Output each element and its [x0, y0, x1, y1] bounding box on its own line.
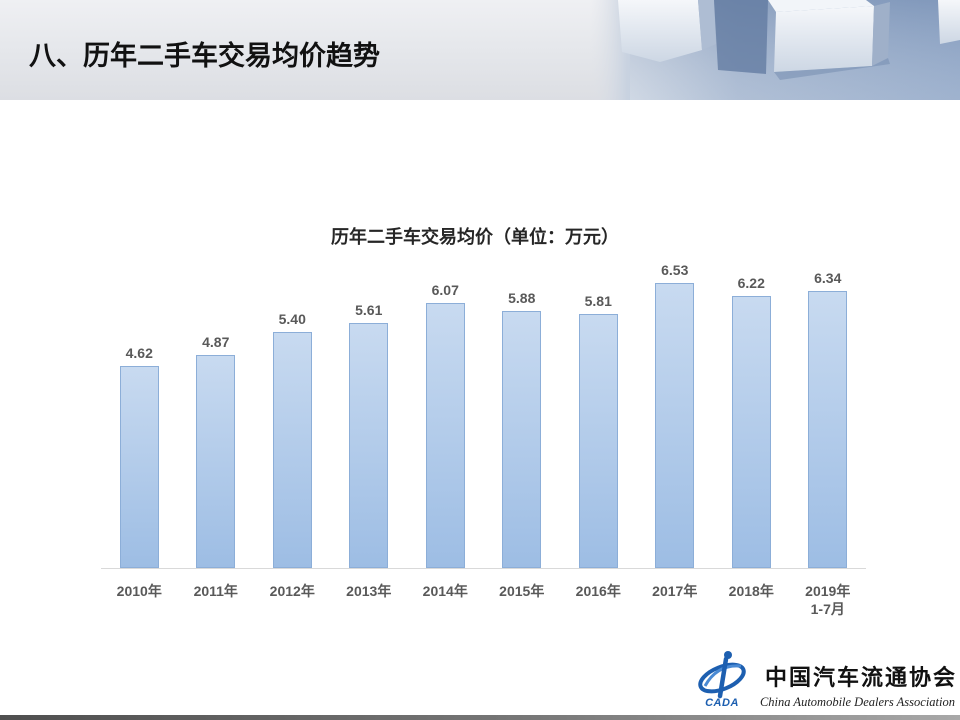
- emblem-swoosh: [703, 664, 742, 687]
- header-decoration-image: [590, 0, 960, 100]
- x-axis-line: [101, 568, 866, 569]
- bar-2013: [349, 322, 389, 568]
- data-label-2016: 5.81: [584, 293, 612, 310]
- logo-name-en: China Automobile Dealers Association: [759, 695, 955, 709]
- slide-header: 八、历年二手车交易均价趋势: [0, 0, 960, 100]
- category-label-2011: 2011年: [193, 583, 238, 599]
- decoration-cube-shadow: [774, 58, 890, 80]
- decoration-shadow: [714, 0, 768, 74]
- data-label-2018: 6.22: [737, 275, 765, 292]
- logo-emblem-text: CADA: [705, 697, 739, 709]
- category-label-2015: 2015年: [499, 583, 545, 599]
- data-label-2017: 6.53: [661, 261, 689, 278]
- data-label-2012: 5.40: [278, 310, 306, 327]
- category-label-2016: 2016年: [575, 583, 621, 599]
- bar-2010: [119, 366, 159, 568]
- bar-2014: [425, 302, 465, 568]
- category-label-2017: 2017年: [652, 583, 698, 599]
- data-label-2010: 4.62: [125, 345, 153, 362]
- footer-bar: [0, 715, 960, 720]
- bar-2012: [272, 331, 312, 568]
- bar-2017: [655, 282, 695, 568]
- bar-2018: [731, 296, 771, 568]
- cada-emblem-icon: [698, 651, 746, 699]
- emblem-orbit: [698, 662, 746, 694]
- category-label-2012: 2012年: [269, 583, 315, 599]
- emblem-stem: [717, 656, 729, 699]
- category-label-2014: 2014年: [422, 583, 468, 599]
- bar-2011: [196, 355, 236, 568]
- data-label-2013: 5.61: [355, 301, 383, 318]
- chart-title: 历年二手车交易均价（单位：万元）: [331, 227, 619, 247]
- data-label-2015: 5.88: [508, 289, 536, 306]
- logo-name-cn: 中国汽车流通协会: [764, 665, 957, 691]
- emblem-dot: [724, 651, 732, 659]
- decoration-cube-side: [698, 0, 716, 50]
- decoration-cube-front: [618, 0, 702, 62]
- slide-title: 八、历年二手车交易均价趋势: [29, 41, 380, 71]
- category-label-2010: 2010年: [116, 583, 162, 599]
- category-label-2018: 2018年: [728, 583, 774, 599]
- bar-2016: [578, 314, 618, 568]
- cada-logo: CADA 中国汽车流通协会 China Automobile Dealers A…: [690, 645, 960, 715]
- data-label-2011: 4.87: [202, 334, 230, 351]
- decoration-cube-front: [774, 6, 874, 72]
- category-label-2019-1-7: 2019年 1-7月: [805, 583, 851, 617]
- bar-2015: [502, 310, 542, 568]
- bar-2019-1-7: [808, 290, 848, 568]
- data-label-2019-1-7: 6.34: [814, 269, 842, 286]
- category-label-2013: 2013年: [346, 583, 392, 599]
- decoration-cube-front: [938, 0, 960, 44]
- decoration-cube-side: [872, 2, 890, 66]
- decoration-cube-top: [768, 0, 874, 12]
- data-label-2014: 6.07: [431, 281, 459, 298]
